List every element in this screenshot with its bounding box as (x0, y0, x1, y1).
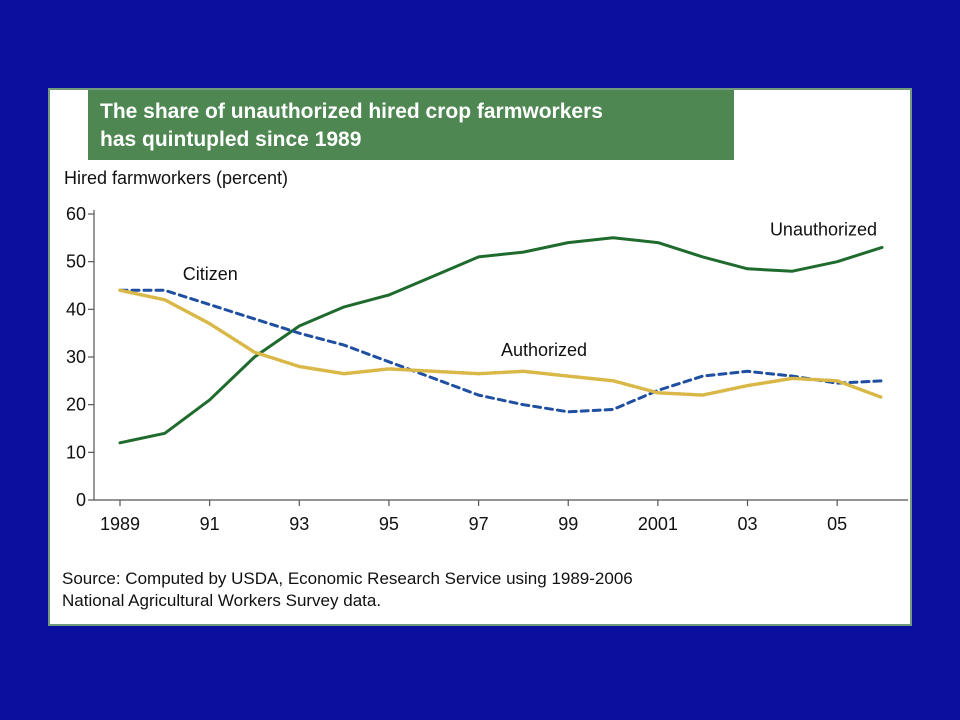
x-tick-label: 95 (379, 514, 399, 534)
x-tick-label: 03 (738, 514, 758, 534)
series-label-unauthorized: Unauthorized (770, 219, 877, 239)
chart-title-line-1: The share of unauthorized hired crop far… (100, 100, 603, 123)
x-tick-label: 2001 (638, 514, 678, 534)
series-layer (118, 236, 884, 445)
chart-title-line-2: has quintupled since 1989 (100, 128, 362, 151)
series-line-unauthorized (118, 236, 884, 445)
y-tick-label: 30 (66, 347, 86, 367)
x-tick-label: 05 (827, 514, 847, 534)
chart-title: The share of unauthorized hired crop far… (88, 90, 734, 160)
source-line-2: National Agricultural Workers Survey dat… (62, 591, 382, 610)
chart-card: Hired farmworkers (percent) 0 10 20 30 40 50 60… (48, 88, 912, 626)
x-tick-label: 93 (289, 514, 309, 534)
y-tick-label: 0 (76, 490, 86, 510)
source-line-1: Source: Computed by USDA, Economic Resea… (62, 569, 633, 588)
line-chart: Hired farmworkers (percent) 0 10 20 30 40 50 60… (64, 168, 908, 534)
y-tick-label: 20 (66, 395, 86, 415)
series-label-authorized: Authorized (501, 340, 587, 360)
series-label-citizen: Citizen (183, 264, 238, 284)
x-tick-label: 97 (469, 514, 489, 534)
x-tick-label: 99 (558, 514, 578, 534)
y-tick-label: 50 (66, 252, 86, 272)
labels-layer: Unauthorized Citizen Authorized (183, 219, 877, 360)
y-tick-label: 40 (66, 299, 86, 319)
series-line-authorized (118, 288, 884, 400)
x-tick-label: 1989 (100, 514, 140, 534)
axes: Hired farmworkers (percent) 0 10 20 30 40 50 60… (64, 168, 908, 534)
x-tick-label: 91 (200, 514, 220, 534)
y-tick-label: 60 (66, 204, 86, 224)
y-axis-label: Hired farmworkers (percent) (64, 168, 288, 188)
series-line-citizen (118, 288, 884, 414)
y-tick-label: 10 (66, 442, 86, 462)
source-note: Source: Computed by USDA, Economic Resea… (62, 568, 633, 612)
